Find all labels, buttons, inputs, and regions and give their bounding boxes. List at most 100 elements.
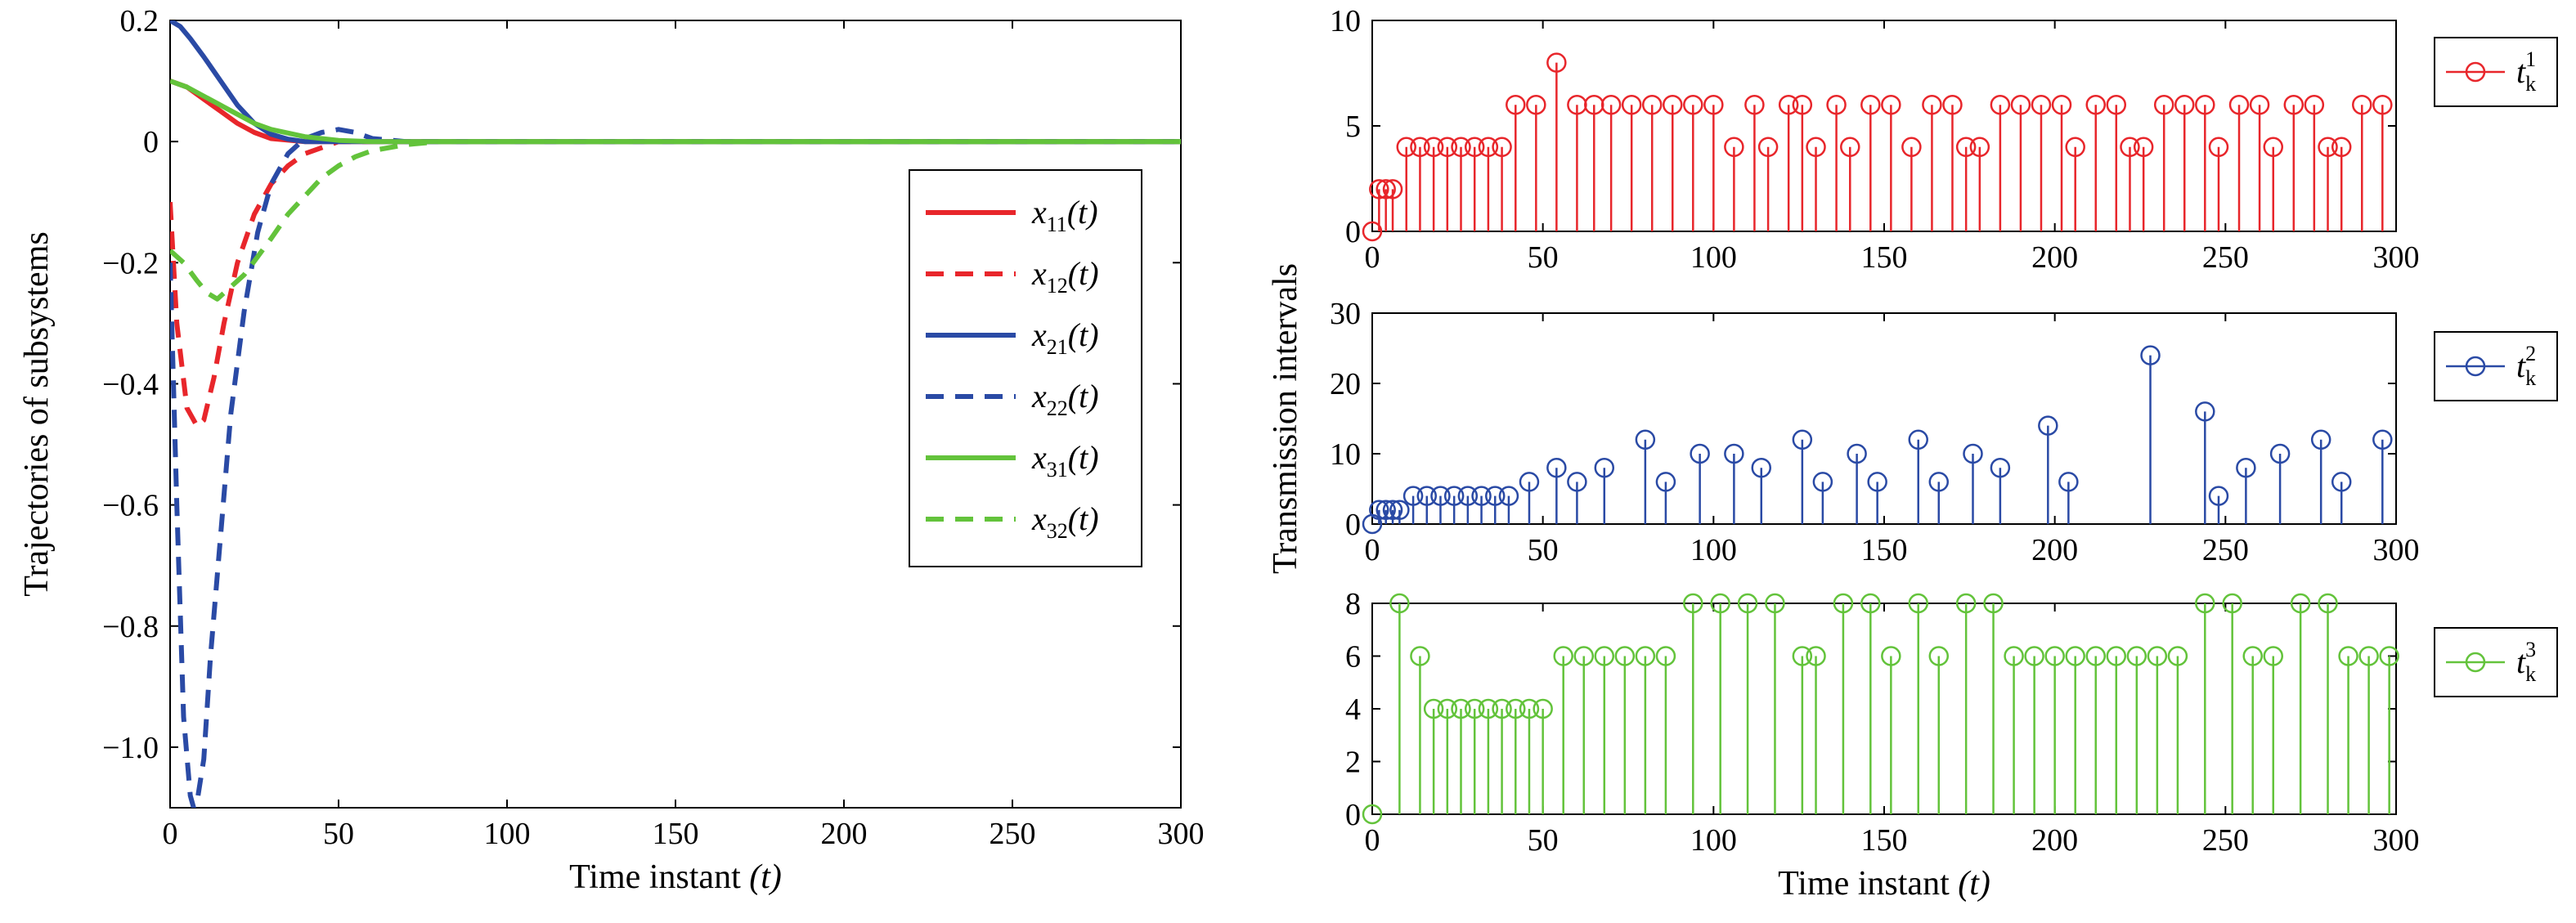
stem-marker [1655, 472, 1676, 492]
legend-label-22: x22(t) [1031, 378, 1099, 420]
stem-marker [1369, 179, 1389, 199]
legend-swatch-marker [2465, 652, 2486, 673]
stem-chart-3-ytick-label: 4 [1345, 692, 1361, 727]
stem-chart-2-xtick-label: 200 [2031, 533, 2078, 567]
stem-marker [2269, 443, 2291, 464]
stem-marker [2065, 646, 2085, 666]
stem-marker [1881, 94, 1901, 115]
stem-marker [1942, 94, 1963, 115]
stem-marker [1751, 457, 1772, 478]
stem-marker [2283, 94, 2304, 115]
stem-marker [2236, 457, 2256, 478]
stem-marker [1423, 137, 1444, 158]
stem-marker [1792, 646, 1813, 666]
stem-marker [1969, 137, 1990, 158]
stem-chart-2-ytick-label: 0 [1345, 508, 1361, 542]
stem-marker [1457, 486, 1479, 506]
stem-marker [1792, 94, 1813, 115]
stem-marker [2140, 345, 2161, 365]
stem-marker [1690, 443, 1710, 464]
stem-marker [1506, 698, 1526, 719]
stem-marker [2222, 593, 2242, 614]
stem-marker [1389, 500, 1410, 521]
stem-marker [2085, 94, 2106, 115]
stem-chart-2-xtick-label: 150 [1861, 533, 1908, 567]
stem-marker [1423, 698, 1444, 719]
stem-marker [1594, 457, 1615, 478]
stem-chart-3-axes: 0 50 100 150 200 250 300 8 6 4 2 0 Time instant (t) [1345, 587, 2420, 903]
stem-chart-3-xtick-label: 250 [2202, 823, 2249, 858]
stem-chart-1-ytick-label: 5 [1345, 110, 1361, 144]
stem-chart-1-xtick-label: 50 [1528, 240, 1559, 275]
left-chart-xlabel: Time instant (t) [569, 858, 782, 896]
stem-marker [1410, 137, 1430, 158]
stem-marker [2331, 472, 2352, 492]
stem-chart-2-ytick-label: 20 [1330, 367, 1361, 401]
stem-marker [1928, 472, 1950, 492]
stem-chart-3-ytick-label: 8 [1345, 587, 1361, 621]
stem-chart-1-xtick-label: 200 [2031, 240, 2078, 275]
stem-chart-2-xtick-label: 100 [1690, 533, 1737, 567]
legend-label-21: x21(t) [1031, 316, 1099, 359]
stem-chart-3-ytick-label: 2 [1345, 746, 1361, 780]
stem-marker [1362, 221, 1383, 242]
stem-marker [1492, 137, 1512, 158]
stem-marker [2024, 646, 2044, 666]
stem-marker [1901, 137, 1922, 158]
stem-chart-2-xtick-label: 300 [2373, 533, 2420, 567]
stem-marker [2174, 94, 2195, 115]
stem-marker [1546, 52, 1567, 73]
stem-marker [1376, 500, 1396, 521]
legend-swatch-marker [2465, 356, 2486, 377]
stem-marker [2318, 137, 2338, 158]
legend-label-12: x12(t) [1031, 255, 1099, 298]
legend-label: t2 k [2516, 342, 2536, 390]
stem-chart-3-ytick-label: 6 [1345, 640, 1361, 674]
left-chart-xtick-label: 100 [484, 817, 531, 851]
stem-marker [2263, 646, 2284, 666]
stem-marker [1546, 457, 1567, 478]
stem-marker [1860, 94, 1881, 115]
stem-marker [1663, 94, 1683, 115]
stem-marker [2167, 646, 2188, 666]
stem-marker [1778, 94, 1799, 115]
stem-chart-1-xtick-label: 300 [2373, 240, 2420, 275]
legend-label: t1 k [2516, 47, 2536, 96]
stem-chart-2-legend: t2 k [2434, 331, 2558, 401]
stem-chart-3-xlabel: Time instant (t) [1778, 865, 1990, 903]
stem-marker [2058, 472, 2079, 492]
stem-marker [2310, 429, 2331, 450]
stem-marker [1860, 593, 1881, 614]
stem-marker [1376, 179, 1396, 199]
legend-label-32: x32(t) [1031, 500, 1099, 543]
stem-marker [1641, 94, 1663, 115]
stem-chart-2-ytick-label: 30 [1330, 297, 1361, 331]
stem-chart-2-ytick-label: 10 [1330, 437, 1361, 472]
series-line-32 [170, 139, 1181, 302]
stem-marker [1990, 457, 2011, 478]
stem-marker [1635, 646, 1656, 666]
stem-chart-1-xtick-label: 100 [1690, 240, 1737, 275]
stem-marker [1655, 646, 1676, 666]
stem-marker [1724, 443, 1744, 464]
left-chart-axes: 0 50 100 150 200 250 300 0.2 0 −0.2 −0.4 −0.6 −0.8 −1… [102, 4, 1204, 896]
left-chart-ytick-label: −0.6 [102, 489, 159, 523]
stem-chart-3-stems [1362, 593, 2399, 825]
stem-marker [2352, 94, 2372, 115]
stem-marker [2263, 137, 2284, 158]
stem-marker [1519, 698, 1540, 719]
stem-marker [1737, 593, 1758, 614]
series-line-21 [170, 20, 1181, 145]
stem-marker [2147, 646, 2168, 666]
stem-marker [1533, 698, 1553, 719]
stem-marker [1382, 500, 1403, 521]
stem-marker [1908, 429, 1928, 450]
stem-marker [1492, 698, 1512, 719]
stem-marker [2031, 94, 2052, 115]
stem-marker [1498, 486, 1519, 506]
stem-marker [1484, 486, 1506, 506]
stem-marker [1382, 179, 1403, 199]
stem-marker [1369, 500, 1389, 521]
stem-marker [1757, 137, 1779, 158]
